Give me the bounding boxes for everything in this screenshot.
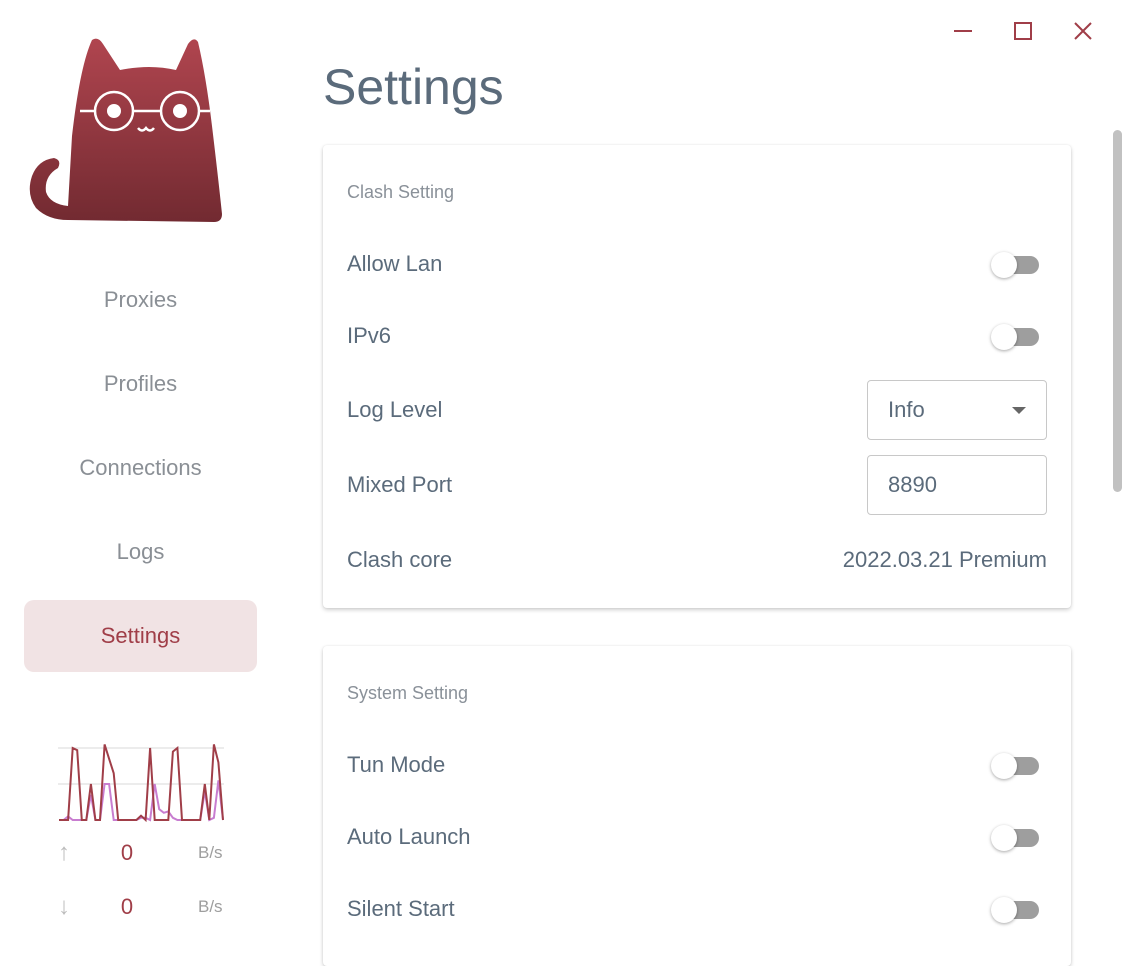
upload-value: 0 xyxy=(120,840,134,865)
auto-launch-toggle[interactable] xyxy=(991,823,1047,851)
minimize-icon xyxy=(954,30,972,32)
clash-core-version: 2022.03.21 Premium xyxy=(842,547,1047,572)
ipv6-row: IPv6 xyxy=(347,316,1047,356)
auto-launch-label: Auto Launch xyxy=(347,824,471,849)
download-speed: ↓ 0 B/s xyxy=(58,892,228,922)
clash-setting-card: Clash Setting Allow Lan IPv6 Log Level I… xyxy=(323,145,1071,608)
traffic-graph xyxy=(58,744,224,823)
log-level-label: Log Level xyxy=(347,397,443,422)
close-button[interactable] xyxy=(1066,14,1100,48)
log-level-value: Info xyxy=(888,397,925,422)
card-title: Clash Setting xyxy=(347,182,455,202)
dropdown-caret-icon xyxy=(1012,406,1026,414)
nav-settings[interactable]: Settings xyxy=(24,600,257,672)
nav-proxies[interactable]: Proxies xyxy=(24,264,257,336)
silent-start-toggle[interactable] xyxy=(991,895,1047,923)
system-setting-card: System Setting Tun Mode Auto Launch Sile… xyxy=(323,646,1071,966)
download-series-line xyxy=(59,780,224,822)
ipv6-toggle[interactable] xyxy=(991,322,1047,350)
silent-start-row: Silent Start xyxy=(347,889,1047,929)
maximize-icon xyxy=(1014,22,1032,40)
nav-connections[interactable]: Connections xyxy=(24,432,257,504)
upload-unit: B/s xyxy=(198,843,223,862)
sidebar: Proxies Profiles Connections Logs Settin… xyxy=(0,0,282,937)
mixed-port-row: Mixed Port 8890 xyxy=(347,455,1047,515)
nav-label: Proxies xyxy=(103,287,178,312)
mixed-port-label: Mixed Port xyxy=(347,472,453,497)
clash-core-row: Clash core 2022.03.21 Premium xyxy=(347,540,1047,580)
nav-label: Connections xyxy=(79,455,202,480)
arrow-down-icon: ↓ xyxy=(58,893,70,920)
ipv6-label: IPv6 xyxy=(347,323,392,348)
auto-launch-row: Auto Launch xyxy=(347,817,1047,857)
clash-core-label: Clash core xyxy=(347,547,453,572)
log-level-select[interactable]: Info xyxy=(867,380,1047,440)
silent-start-label: Silent Start xyxy=(347,896,455,921)
arrow-up-icon: ↑ xyxy=(58,839,70,866)
download-unit: B/s xyxy=(198,897,223,916)
nav-logs[interactable]: Logs xyxy=(24,516,257,588)
tun-mode-label: Tun Mode xyxy=(347,752,446,777)
allow-lan-toggle[interactable] xyxy=(991,250,1047,278)
log-level-row: Log Level Info xyxy=(347,380,1047,440)
nav-label: Profiles xyxy=(103,371,178,396)
allow-lan-row: Allow Lan xyxy=(347,244,1047,284)
mixed-port-value: 8890 xyxy=(888,472,937,497)
clash-cat-logo xyxy=(29,38,222,222)
nav-label: Logs xyxy=(116,539,165,564)
close-icon xyxy=(1074,22,1092,40)
mixed-port-input[interactable]: 8890 xyxy=(867,455,1047,515)
scrollbar[interactable] xyxy=(1113,130,1122,492)
page-title: Settings xyxy=(323,59,504,115)
tun-mode-toggle[interactable] xyxy=(991,751,1047,779)
download-value: 0 xyxy=(120,894,134,919)
minimize-button[interactable] xyxy=(946,14,980,48)
card-title: System Setting xyxy=(347,683,469,703)
nav-profiles[interactable]: Profiles xyxy=(24,348,257,420)
upload-series-line xyxy=(59,744,224,823)
allow-lan-label: Allow Lan xyxy=(347,251,443,276)
upload-speed: ↑ 0 B/s xyxy=(58,838,228,868)
nav-label: Settings xyxy=(100,623,181,648)
tun-mode-row: Tun Mode xyxy=(347,745,1047,785)
maximize-button[interactable] xyxy=(1006,14,1040,48)
